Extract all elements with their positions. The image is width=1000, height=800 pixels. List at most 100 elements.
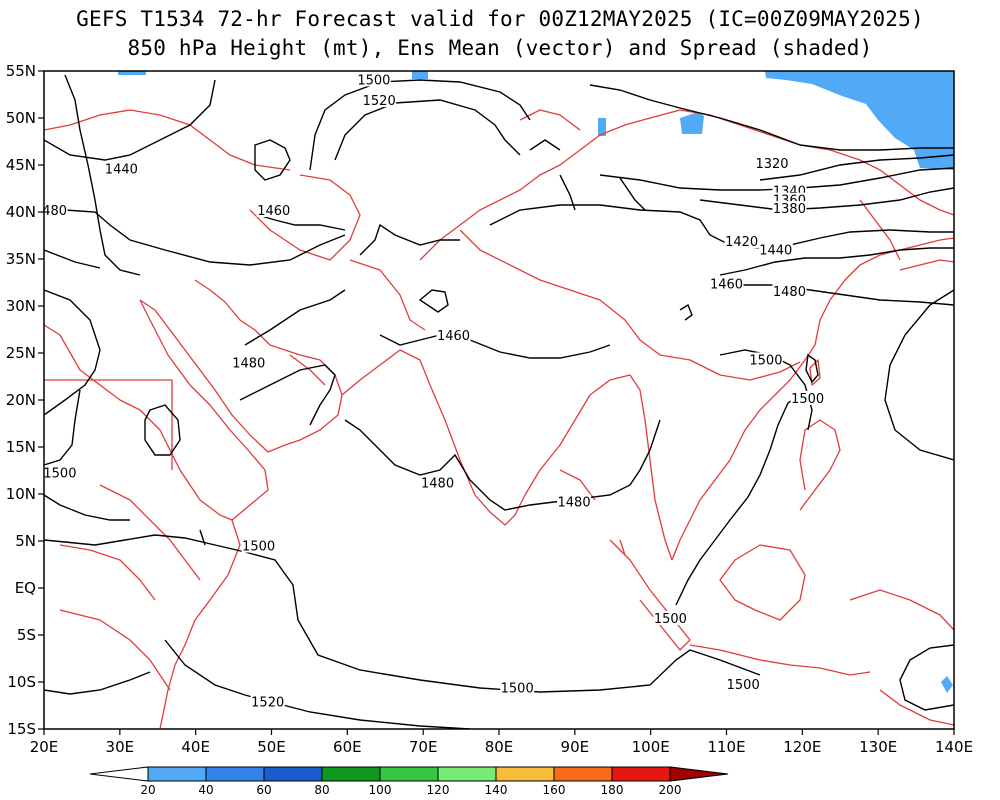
lat-axis: 55N 50N 45N 40N 35N 30N 25N 20N 15N 10N 5N EQ 5S 10S 1…	[6, 62, 44, 738]
colorbar-label: 200	[659, 783, 682, 797]
contour-label: 1460	[437, 329, 470, 344]
lon-tick-label: 60E	[333, 738, 362, 756]
lat-tick-label: 15S	[7, 720, 36, 738]
lat-tick-label: 10N	[6, 485, 36, 503]
lat-tick-label: 40N	[6, 203, 36, 221]
contour-label-bg	[755, 156, 789, 170]
lon-tick-label: 70E	[409, 738, 438, 756]
contour-label-bg	[231, 355, 266, 370]
colorbar-label: 140	[485, 783, 508, 797]
contour-label-bg	[790, 391, 825, 405]
lon-tick-label: 50E	[257, 738, 286, 756]
contour-label: 1500	[501, 682, 534, 697]
colorbar-low-arrow	[89, 766, 149, 782]
contour-label: 1420	[725, 235, 758, 250]
lon-tick-label: 110E	[707, 738, 745, 756]
contour-label: 1500	[357, 73, 390, 88]
colorbar-label: 180	[601, 783, 624, 797]
lon-tick-label: 40E	[181, 738, 210, 756]
colorbar-label: 120	[427, 783, 450, 797]
contour-label-bg	[104, 161, 139, 176]
contour-label-bg	[772, 283, 807, 298]
colorbar: 20 40 60 80 100 120 140 160 180 200	[89, 766, 729, 797]
colorbar-label: 60	[256, 783, 271, 797]
contour-label: 1380	[773, 202, 806, 217]
colorbar-swatch	[437, 766, 497, 782]
contour-label: 1460	[710, 277, 743, 292]
lon-tick-label: 120E	[783, 738, 821, 756]
contour-label-bg	[436, 328, 471, 343]
contour-label-bg	[42, 465, 77, 480]
lon-tick-label: 100E	[632, 738, 670, 756]
lon-tick-label: 130E	[859, 738, 897, 756]
lat-tick-label: 20N	[6, 391, 36, 409]
lat-tick-label: 55N	[6, 62, 36, 80]
lon-tick-label: 90E	[561, 738, 590, 756]
colorbar-label: 160	[543, 783, 566, 797]
contour-label: 1480	[421, 477, 454, 492]
spread-patch-2	[412, 71, 428, 79]
lat-tick-label: 5S	[17, 626, 36, 644]
colorbar-swatch	[379, 766, 439, 782]
contour-label: 1480	[558, 495, 591, 510]
lon-tick-label: 140E	[935, 738, 973, 756]
spread-shading	[118, 71, 954, 693]
lon-tick-label: 30E	[106, 738, 135, 756]
colorbar-swatch	[263, 766, 323, 782]
contour-label: 1480	[773, 285, 806, 300]
spread-patch-3	[598, 118, 606, 136]
contour-label-bg	[772, 201, 807, 216]
contour-label: 1520	[251, 696, 284, 711]
contour-label: 1320	[755, 157, 788, 172]
colorbar-swatch	[495, 766, 555, 782]
lat-tick-label: 30N	[6, 297, 36, 315]
contour-label-bg	[653, 610, 688, 625]
lat-tick-label: 35N	[6, 250, 36, 268]
contour-label: 1500	[727, 678, 760, 693]
contour-label-bg	[748, 352, 783, 367]
contour-label-bg	[420, 475, 455, 490]
map-title-line2: 850 hPa Height (mt), Ens Mean (vector) a…	[127, 36, 873, 60]
contour-label-bg	[356, 72, 391, 87]
spread-patch-1	[118, 71, 146, 75]
lat-tick-label: 45N	[6, 156, 36, 174]
map-title-line1: GEFS T1534 72-hr Forecast valid for 00Z1…	[76, 7, 924, 31]
contour-label-bg	[557, 494, 592, 509]
contour-label-bg	[709, 276, 744, 291]
contour-label-bg	[500, 680, 535, 695]
contour-label-bg	[250, 694, 285, 709]
contour-label: 1500	[749, 353, 782, 368]
contour-label: 1500	[791, 392, 824, 407]
colorbar-high-arrow	[669, 766, 729, 782]
contour-label-bg	[41, 203, 68, 217]
contour-label: 1500	[654, 612, 687, 627]
colorbar-label: 20	[140, 783, 155, 797]
lat-tick-label: 5N	[15, 532, 36, 550]
colorbar-swatch	[321, 766, 381, 782]
colorbar-label: 80	[314, 783, 329, 797]
colorbar-swatch	[553, 766, 613, 782]
contour-labels: 1500152014401460480132013401360138014201…	[41, 72, 825, 711]
colorbar-label: 100	[369, 783, 392, 797]
contour-label-bg	[758, 242, 793, 257]
contour-label: 480	[42, 204, 67, 219]
contour-label: 1500	[43, 466, 76, 481]
lat-tick-label: 10S	[7, 673, 36, 691]
contour-label-bg	[724, 234, 759, 249]
lon-axis: 20E 30E 40E 50E 60E 70E 80E 90E 100E 110E 120E 130E…	[30, 729, 973, 756]
contour-label: 1520	[363, 94, 396, 109]
lon-tick-label: 80E	[485, 738, 514, 756]
contour-label-bg	[726, 676, 761, 691]
spread-patch-5	[941, 676, 953, 693]
lat-tick-label: 15N	[6, 438, 36, 456]
colorbar-swatch	[147, 766, 207, 782]
contour-label-bg	[241, 538, 276, 553]
contour-label-bg	[256, 203, 291, 217]
contour-label: 1440	[105, 163, 138, 178]
contour-label: 1460	[257, 204, 290, 219]
colorbar-label: 40	[198, 783, 213, 797]
spread-patch-4	[680, 112, 704, 134]
lat-tick-label: EQ	[15, 579, 36, 597]
lon-tick-label: 20E	[30, 738, 59, 756]
